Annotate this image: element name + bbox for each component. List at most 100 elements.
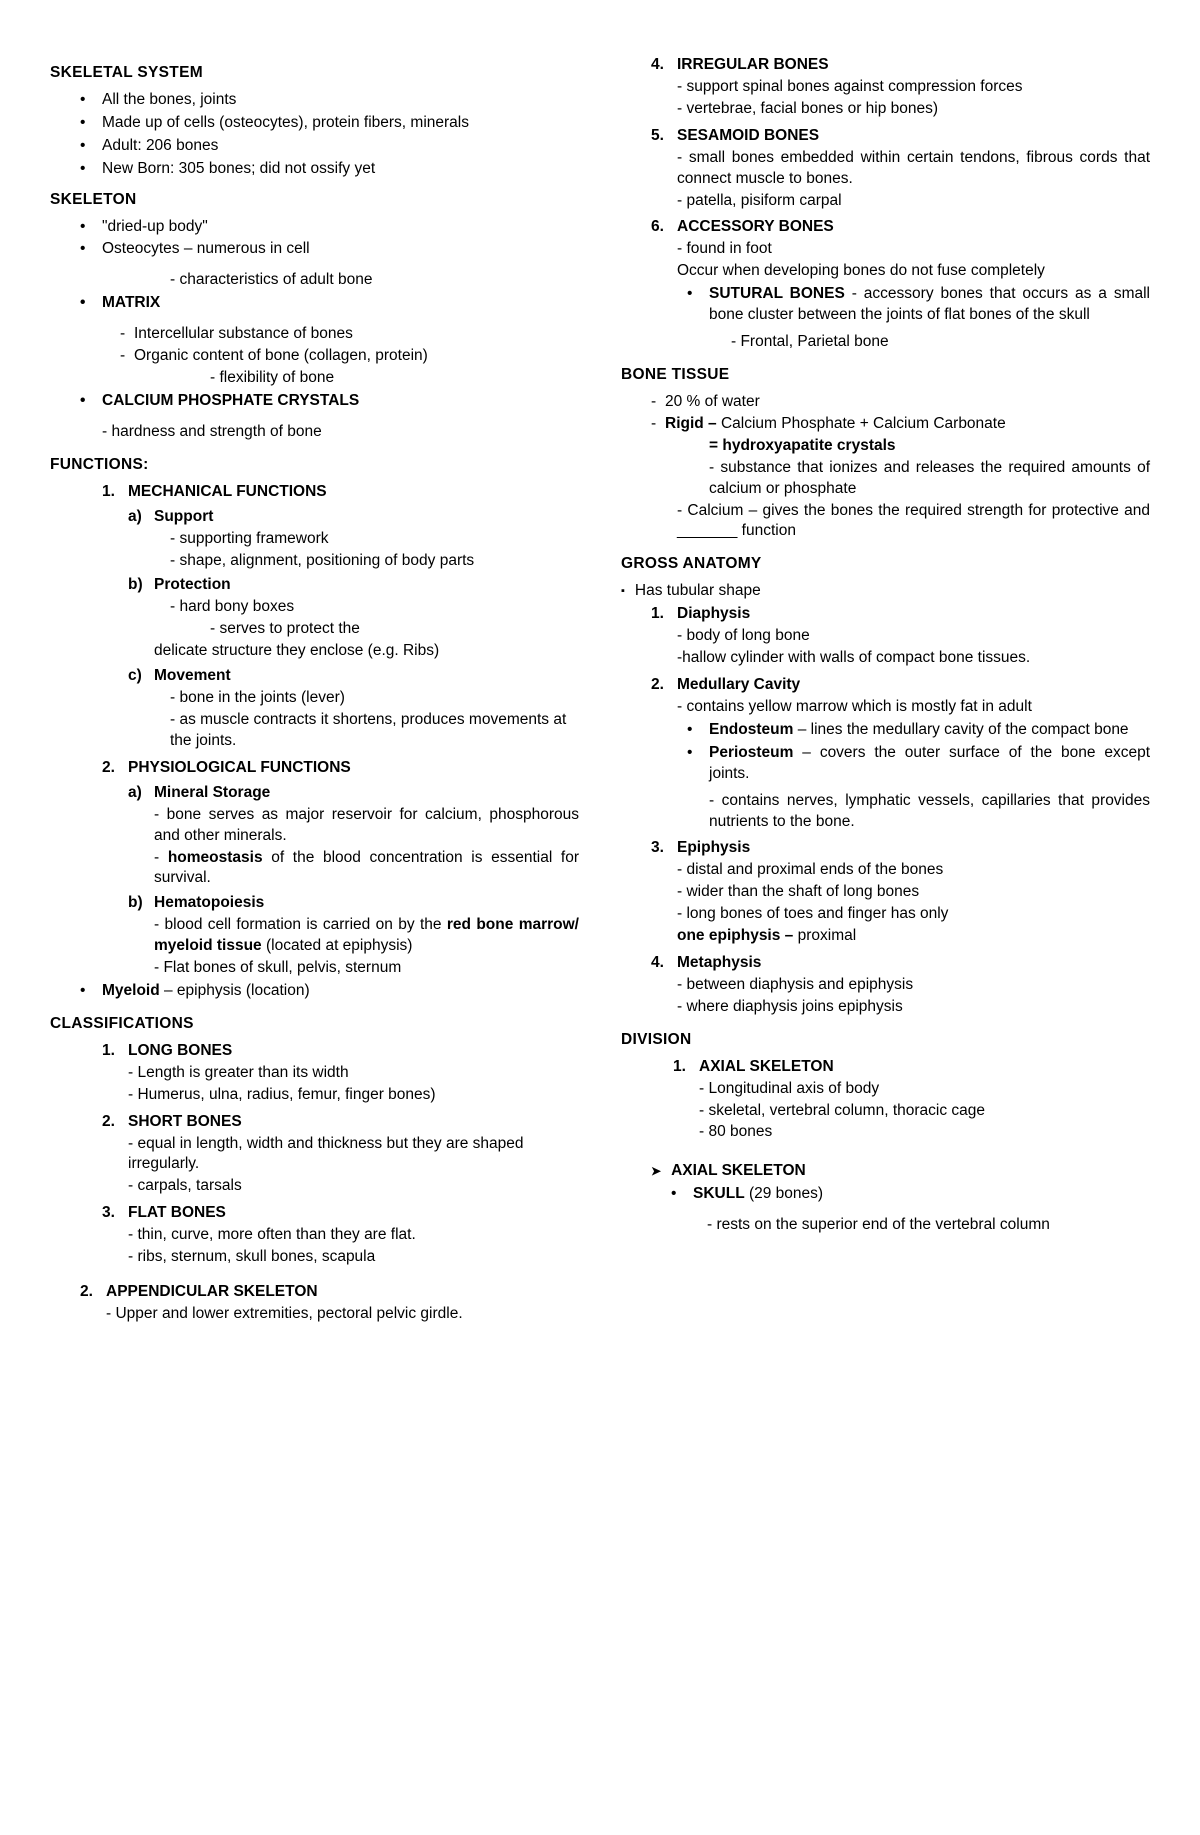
num-metaphysis: 4. Metaphysis bbox=[621, 953, 1150, 974]
sub-line: - characteristics of adult bone bbox=[50, 270, 579, 291]
list-endo-peri: Endosteum – lines the medullary cavity o… bbox=[621, 720, 1150, 785]
sub-line: - long bones of toes and finger has only bbox=[621, 904, 1150, 925]
sub-line: - where diaphysis joins epiphysis bbox=[621, 997, 1150, 1018]
text: (29 bones) bbox=[745, 1185, 823, 1202]
sub-line: - as muscle contracts it shortens, produ… bbox=[50, 710, 579, 752]
sub-line: - patella, pisiform carpal bbox=[621, 191, 1150, 212]
num-long-bones: 1. LONG BONES bbox=[50, 1041, 579, 1062]
sub-line: - carpals, tarsals bbox=[50, 1176, 579, 1197]
num-title: IRREGULAR BONES bbox=[677, 55, 829, 76]
list-item: Endosteum – lines the medullary cavity o… bbox=[709, 720, 1150, 741]
list-item: Made up of cells (osteocytes), protein f… bbox=[102, 113, 579, 134]
right-column: 4. IRREGULAR BONES - support spinal bone… bbox=[621, 55, 1150, 1326]
num-title: FLAT BONES bbox=[128, 1203, 226, 1224]
num-label: 2. bbox=[651, 675, 669, 696]
num-title: LONG BONES bbox=[128, 1041, 232, 1062]
list-item: 20 % of water bbox=[651, 392, 1150, 413]
sub-line: - equal in length, width and thickness b… bbox=[50, 1134, 579, 1176]
text-bold: Endosteum bbox=[709, 721, 793, 738]
sub-line: - between diaphysis and epiphysis bbox=[621, 975, 1150, 996]
sub-line: - body of long bone bbox=[621, 626, 1150, 647]
sub-line: - supporting framework bbox=[50, 529, 579, 550]
list-item: Adult: 206 bones bbox=[102, 136, 579, 157]
letter-label: b) bbox=[128, 575, 146, 596]
list-item: Myeloid – epiphysis (location) bbox=[102, 981, 579, 1002]
sub-line: - serves to protect the bbox=[50, 619, 579, 640]
list-item-matrix: MATRIX bbox=[102, 293, 579, 314]
letter-title: Hematopoiesis bbox=[154, 893, 264, 914]
num-label: 5. bbox=[651, 126, 669, 147]
sub-line: - Humerus, ulna, radius, femur, finger b… bbox=[50, 1085, 579, 1106]
text-bold: AXIAL SKELETON bbox=[671, 1161, 806, 1182]
sub-line: - hard bony boxes bbox=[50, 597, 579, 618]
num-label: 2. bbox=[102, 758, 120, 779]
num-label: 6. bbox=[651, 217, 669, 238]
list-item: Periosteum – covers the outer surface of… bbox=[709, 743, 1150, 785]
num-label: 3. bbox=[651, 838, 669, 859]
sub-line: - skeletal, vertebral column, thoracic c… bbox=[621, 1101, 1150, 1122]
sub-line: - vertebrae, facial bones or hip bones) bbox=[621, 99, 1150, 120]
num-title: Epiphysis bbox=[677, 838, 750, 859]
num-title: MECHANICAL FUNCTIONS bbox=[128, 482, 327, 503]
text-bold: SKULL bbox=[693, 1185, 745, 1202]
num-title: PHYSIOLOGICAL FUNCTIONS bbox=[128, 758, 351, 779]
letter-movement: c) Movement bbox=[50, 666, 579, 687]
text: - bbox=[154, 849, 168, 866]
heading-bone-tissue: BONE TISSUE bbox=[621, 365, 1150, 386]
heading-gross-anatomy: GROSS ANATOMY bbox=[621, 554, 1150, 575]
sub-line: - distal and proximal ends of the bones bbox=[621, 860, 1150, 881]
num-title: APPENDICULAR SKELETON bbox=[106, 1282, 318, 1303]
heading-classifications: CLASSIFICATIONS bbox=[50, 1014, 579, 1035]
num-sesamoid: 5. SESAMOID BONES bbox=[621, 126, 1150, 147]
sub-line: - 80 bones bbox=[621, 1122, 1150, 1143]
num-irregular: 4. IRREGULAR BONES bbox=[621, 55, 1150, 76]
sub-line: = hydroxyapatite crystals bbox=[621, 436, 1150, 457]
list-item: All the bones, joints bbox=[102, 90, 579, 111]
list-item-cpc: CALCIUM PHOSPHATE CRYSTALS bbox=[102, 391, 579, 412]
num-title: Medullary Cavity bbox=[677, 675, 800, 696]
sub-line: - shape, alignment, positioning of body … bbox=[50, 551, 579, 572]
letter-title: Support bbox=[154, 507, 213, 528]
letter-title: Protection bbox=[154, 575, 231, 596]
letter-protection: b) Protection bbox=[50, 575, 579, 596]
list-matrix: MATRIX bbox=[50, 293, 579, 314]
sub-line: - substance that ionizes and releases th… bbox=[621, 458, 1150, 500]
sub-line: - found in foot bbox=[621, 239, 1150, 260]
num-title: Metaphysis bbox=[677, 953, 761, 974]
sub-line: Occur when developing bones do not fuse … bbox=[621, 261, 1150, 282]
letter-support: a) Support bbox=[50, 507, 579, 528]
letter-label: a) bbox=[128, 783, 146, 804]
list-item: Rigid – Calcium Phosphate + Calcium Carb… bbox=[651, 414, 1150, 435]
sub-line: - Calcium – gives the bones the required… bbox=[621, 501, 1150, 543]
letter-mineral: a) Mineral Storage bbox=[50, 783, 579, 804]
sub-line: - homeostasis of the blood concentration… bbox=[50, 848, 579, 890]
text-bold: one epiphysis – bbox=[677, 927, 793, 944]
num-label: 1. bbox=[673, 1057, 691, 1078]
sub-line: - contains nerves, lymphatic vessels, ca… bbox=[621, 791, 1150, 833]
list-tissue: 20 % of water Rigid – Calcium Phosphate … bbox=[621, 392, 1150, 435]
list-item: Organic content of bone (collagen, prote… bbox=[120, 346, 579, 367]
letter-title: Mineral Storage bbox=[154, 783, 270, 804]
num-label: 4. bbox=[651, 55, 669, 76]
list-item: "dried-up body" bbox=[102, 217, 579, 238]
num-physiological: 2. PHYSIOLOGICAL FUNCTIONS bbox=[50, 758, 579, 779]
num-flat-bones: 3. FLAT BONES bbox=[50, 1203, 579, 1224]
sub-line: - support spinal bones against compressi… bbox=[621, 77, 1150, 98]
num-title: AXIAL SKELETON bbox=[699, 1057, 834, 1078]
num-title: ACCESSORY BONES bbox=[677, 217, 834, 238]
letter-label: a) bbox=[128, 507, 146, 528]
sub-line: -hallow cylinder with walls of compact b… bbox=[621, 648, 1150, 669]
sub-line: - Flat bones of skull, pelvis, sternum bbox=[50, 958, 579, 979]
text-bold: Rigid – bbox=[665, 415, 717, 432]
text-bold: Myeloid bbox=[102, 982, 160, 999]
sub-line: - Length is greater than its width bbox=[50, 1063, 579, 1084]
num-appendicular: 2. APPENDICULAR SKELETON bbox=[50, 1282, 579, 1303]
list-cpc: CALCIUM PHOSPHATE CRYSTALS bbox=[50, 391, 579, 412]
sub-line: - bone in the joints (lever) bbox=[50, 688, 579, 709]
heading-functions: FUNCTIONS: bbox=[50, 455, 579, 476]
sub-line: - rests on the superior end of the verte… bbox=[621, 1215, 1150, 1236]
sub-line: - Upper and lower extremities, pectoral … bbox=[50, 1304, 579, 1325]
list-myeloid: Myeloid – epiphysis (location) bbox=[50, 981, 579, 1002]
num-label: 1. bbox=[102, 482, 120, 503]
num-mechanical: 1. MECHANICAL FUNCTIONS bbox=[50, 482, 579, 503]
